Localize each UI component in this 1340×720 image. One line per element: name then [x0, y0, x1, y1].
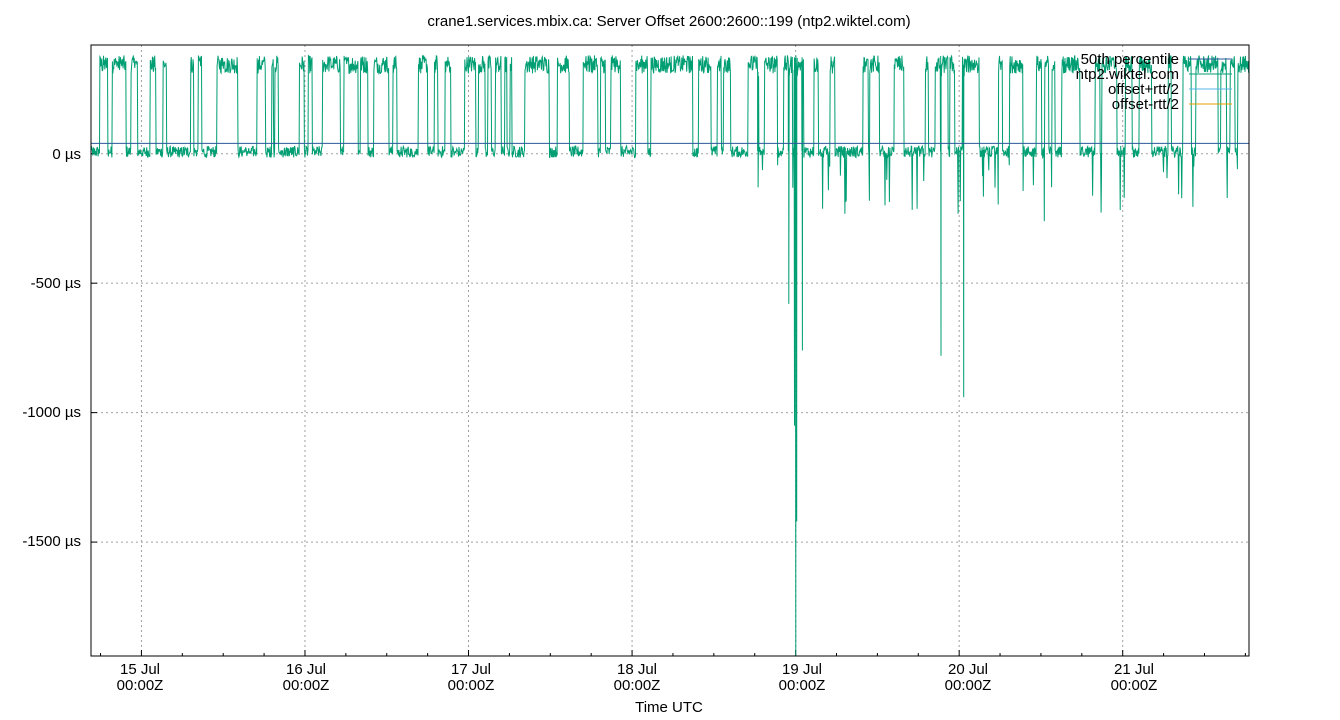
series-line-ntp2-wiktel: [90, 54, 1250, 657]
xtick-time-2: 00:00Z: [448, 677, 495, 694]
xtick-day-4: 19 Jul: [782, 661, 822, 678]
legend-label-ntp2-wiktel: ntp2.wiktel.com: [1076, 66, 1179, 83]
legend-label-offset-plus: offset+rtt/2: [1108, 81, 1179, 98]
xtick-day-5: 20 Jul: [948, 661, 988, 678]
grid-lines: [91, 45, 1249, 656]
xtick-day-0: 15 Jul: [120, 661, 160, 678]
plot-frame: [90, 44, 1250, 657]
xtick-time-3: 00:00Z: [614, 677, 661, 694]
legend: 50th percentile ntp2.wiktel.com offset+r…: [1076, 51, 1232, 113]
y-axis: 0 µs -500 µs -1000 µs -1500 µs: [22, 146, 81, 550]
xtick-time-5: 00:00Z: [945, 677, 992, 694]
ytick-label-0: 0 µs: [52, 146, 81, 163]
xtick-time-1: 00:00Z: [283, 677, 330, 694]
xtick-day-2: 17 Jul: [451, 661, 491, 678]
ytick-label-1: -500 µs: [31, 275, 81, 292]
chart-title: crane1.services.mbix.ca: Server Offset 2…: [427, 13, 910, 30]
legend-label-50th-percentile: 50th percentile: [1081, 51, 1179, 68]
x-axis: 15 Jul 00:00Z 16 Jul 00:00Z 17 Jul 00:00…: [117, 661, 1158, 694]
series-ntp2-wiktel: [90, 54, 1250, 657]
x-axis-label: Time UTC: [635, 699, 703, 716]
xtick-day-1: 16 Jul: [286, 661, 326, 678]
ytick-label-2: -1000 µs: [22, 404, 81, 421]
ytick-label-3: -1500 µs: [22, 533, 81, 550]
xtick-time-4: 00:00Z: [779, 677, 826, 694]
xtick-time-6: 00:00Z: [1111, 677, 1158, 694]
xtick-time-0: 00:00Z: [117, 677, 164, 694]
legend-label-offset-minus: offset-rtt/2: [1112, 96, 1179, 113]
xtick-day-6: 21 Jul: [1114, 661, 1154, 678]
xtick-day-3: 18 Jul: [617, 661, 657, 678]
